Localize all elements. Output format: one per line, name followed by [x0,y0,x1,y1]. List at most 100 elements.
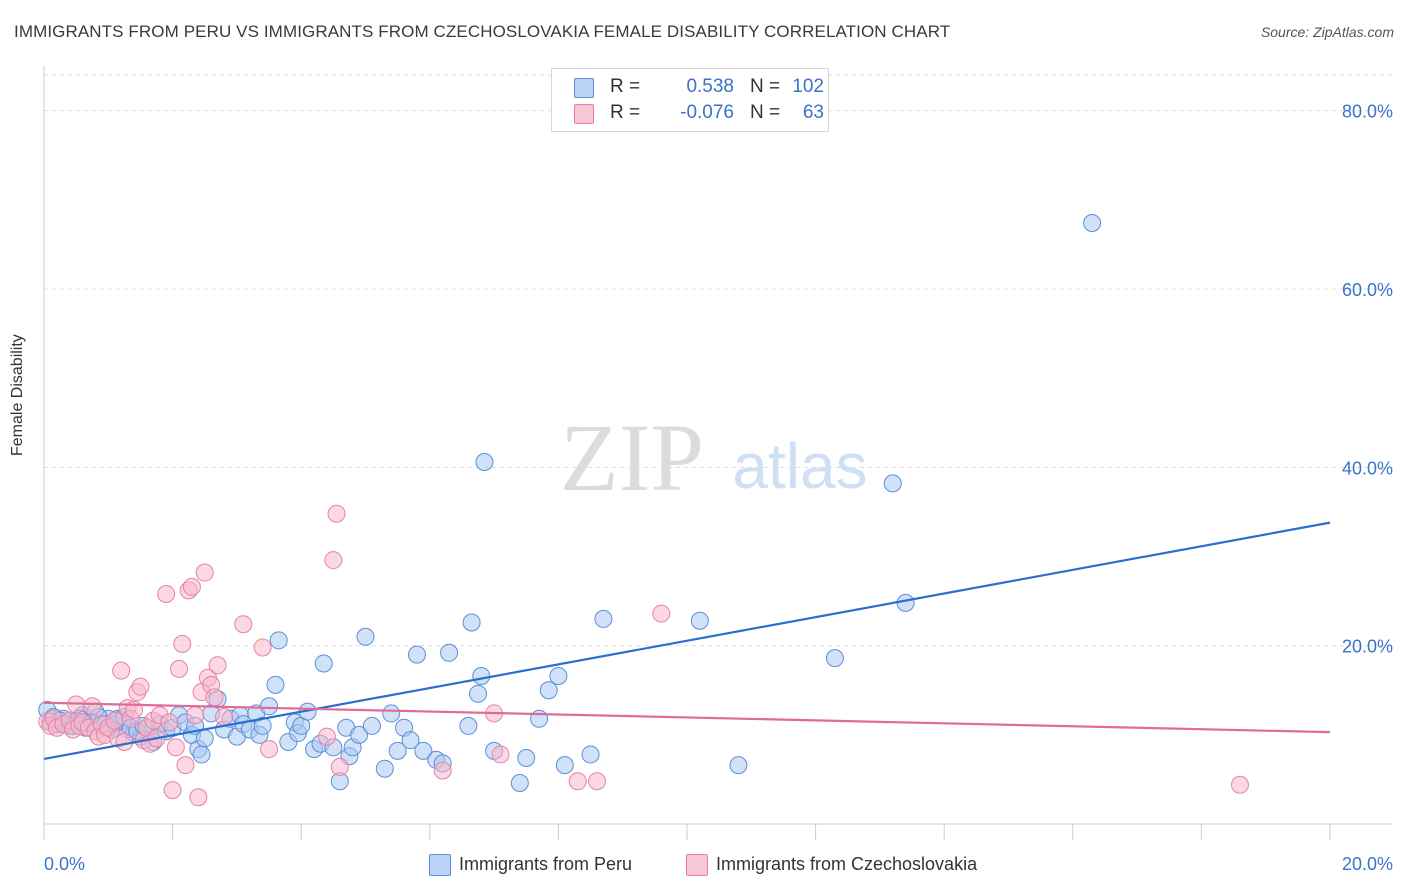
y-tick-label: 40.0% [1342,458,1393,478]
watermark: ZIP atlas [560,404,868,511]
point-czech [317,727,336,746]
point-peru [475,452,494,471]
source-credit: Source: ZipAtlas.com [1260,24,1394,40]
axes [43,66,1392,840]
legend-swatch-czech [574,104,594,124]
point-czech [253,638,272,657]
y-tick-label: 20.0% [1342,637,1393,657]
point-peru [1083,214,1102,233]
point-czech [327,504,346,523]
point-czech [112,661,131,680]
point-czech [234,615,253,634]
point-czech [587,772,606,791]
chart-title: IMMIGRANTS FROM PERU VS IMMIGRANTS FROM … [14,22,951,41]
point-czech [157,584,176,603]
point-peru [382,704,401,723]
point-peru [260,697,279,716]
point-czech [186,706,205,725]
point-czech [568,772,587,791]
point-peru [896,593,915,612]
point-peru [539,681,558,700]
watermark-atlas: atlas [732,430,867,502]
point-czech [208,656,227,675]
legend-swatch-peru [574,78,594,98]
point-peru [362,716,381,735]
point-peru [459,716,478,735]
point-peru [195,729,214,748]
point-peru [440,643,459,662]
point-czech [131,677,150,696]
point-peru [729,756,748,775]
point-peru [472,666,491,685]
correlation-legend: R = 0.538 N = 102 R = -0.076 N = 63 [551,68,829,132]
point-peru [314,654,333,673]
point-czech [166,738,185,757]
legend-n-label: N = [750,76,781,97]
grid-lines [44,74,1392,647]
point-czech [163,781,182,800]
point-czech [173,634,192,653]
point-peru [266,675,285,694]
point-czech [433,761,452,780]
point-peru [407,645,426,664]
point-peru [462,613,481,632]
point-czech [160,713,179,732]
bottom-legend-label-czech: Immigrants from Czechoslovakia [716,854,978,874]
point-czech [324,551,343,570]
point-czech [170,659,189,678]
point-czech [189,788,208,807]
point-peru [555,756,574,775]
point-peru [825,649,844,668]
legend-r-value: -0.076 [680,102,734,123]
legend-n-value: 63 [802,102,824,123]
point-czech [176,756,195,775]
y-tick-label: 80.0% [1342,102,1393,122]
point-czech [330,757,349,776]
legend-r-label: R = [610,102,641,123]
x-tick-label-max: 20.0% [1342,854,1393,874]
y-tick-label: 60.0% [1342,280,1393,300]
point-peru [690,611,709,630]
trend-lines [43,521,1331,760]
point-peru [269,631,288,650]
point-czech [105,711,124,730]
point-peru [192,745,211,764]
point-czech [205,688,224,707]
legend-r-label: R = [610,76,641,97]
point-czech [83,697,102,716]
point-peru [401,731,420,750]
point-czech [260,740,279,759]
bottom-legend-swatch-peru [429,854,451,876]
legend-n-value: 102 [792,76,824,97]
point-peru [253,716,272,735]
point-czech [1230,775,1249,794]
series-czech-points [38,504,1249,807]
point-peru [350,725,369,744]
point-czech [652,604,671,623]
point-czech [491,745,510,764]
bottom-legend-label-peru: Immigrants from Peru [459,854,633,874]
legend-n-label: N = [750,102,781,123]
point-peru [883,474,902,493]
point-peru [414,741,433,760]
point-peru [517,749,536,768]
point-peru [356,627,375,646]
point-czech [182,577,201,596]
legend-r-value: 0.538 [686,76,734,97]
trend-line-czech [43,701,1331,734]
point-czech [195,563,214,582]
point-peru [469,684,488,703]
tick-labels: 20.0% 40.0% 60.0% 80.0% 0.0% 20.0% [44,102,1393,874]
point-peru [581,745,600,764]
watermark-zip: ZIP [560,404,704,511]
point-peru [388,741,407,760]
point-czech [215,708,234,726]
point-peru [375,759,394,778]
trend-line-peru [43,521,1331,760]
bottom-legend-swatch-czech [686,854,708,876]
x-tick-label-min: 0.0% [44,854,85,874]
point-peru [510,773,529,792]
point-peru [549,666,568,685]
point-peru [594,609,613,628]
